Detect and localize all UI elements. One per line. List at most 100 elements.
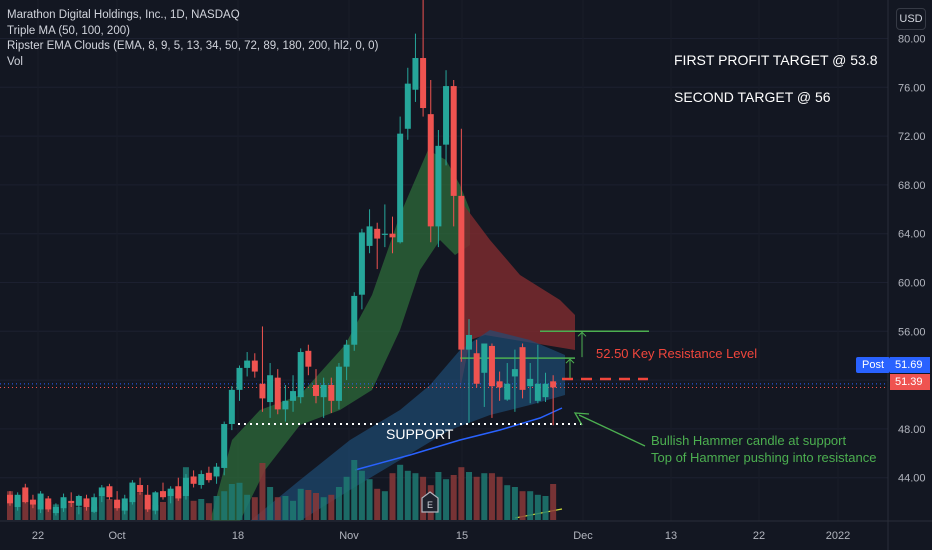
currency-button[interactable]: USD xyxy=(896,8,926,30)
candle-body xyxy=(114,499,121,509)
price-axis[interactable]: 44.0048.0052.0056.0060.0064.0068.0072.00… xyxy=(887,0,926,550)
y-tick-label: 60.00 xyxy=(898,278,926,290)
ma-line xyxy=(354,407,563,471)
volume-bar xyxy=(106,499,113,520)
candle-body xyxy=(129,482,136,503)
candle-body xyxy=(68,500,75,504)
volume-bar xyxy=(267,487,274,520)
candle-body xyxy=(45,498,52,510)
indicator-ema-clouds[interactable]: Ripster EMA Clouds (EMA, 8, 9, 5, 13, 34… xyxy=(7,40,379,52)
resistance-note: 52.50 Key Resistance Level xyxy=(596,346,758,361)
candle-body xyxy=(458,195,465,350)
volume-bar xyxy=(198,499,205,520)
volume-bar xyxy=(481,473,488,520)
volume-bar xyxy=(458,467,465,520)
candle-body xyxy=(481,343,488,373)
candle-body xyxy=(52,506,59,514)
candle-body xyxy=(366,226,373,246)
candle-body xyxy=(198,474,205,486)
volume-bar xyxy=(313,493,319,520)
volume-bar xyxy=(167,491,174,520)
candle-body xyxy=(37,493,44,510)
hammer-note-line2: Top of Hammer pushing into resistance xyxy=(651,450,877,465)
y-tick-label: 48.00 xyxy=(898,424,926,436)
volume-bar xyxy=(542,496,549,520)
candle-body xyxy=(152,492,159,511)
time-axis[interactable]: 22 Oct 18 Nov 15 Dec 13 22 2022 xyxy=(0,520,932,542)
volume-bar xyxy=(175,493,182,520)
post-price-tag: 51.69 xyxy=(890,357,930,373)
candle-body xyxy=(412,58,419,90)
volume-bar xyxy=(412,473,419,520)
volume-bar xyxy=(488,473,495,520)
candle-body xyxy=(473,353,480,384)
candle-body xyxy=(320,384,327,398)
candle-body xyxy=(335,366,342,401)
candle-body xyxy=(175,486,182,499)
candle-body xyxy=(313,384,319,396)
volume-bar xyxy=(68,503,75,520)
candle-body xyxy=(251,360,258,372)
volume-bar xyxy=(305,490,312,520)
volume-bar xyxy=(137,493,144,520)
hammer-arrow xyxy=(578,414,646,447)
candle-body xyxy=(144,494,151,510)
volume-bar xyxy=(358,470,365,520)
x-tick-label: 22 xyxy=(32,530,44,542)
volume-bar xyxy=(550,484,557,520)
y-tick-label: 56.00 xyxy=(898,326,926,338)
candle-body xyxy=(221,424,228,468)
x-tick-label: Nov xyxy=(339,530,359,542)
candle-body xyxy=(389,233,396,238)
svg-text:E: E xyxy=(427,500,433,510)
candle-body xyxy=(381,233,388,235)
volume-bar xyxy=(473,476,480,520)
candle-body xyxy=(7,494,13,504)
post-label: Post xyxy=(856,357,890,373)
volume-bar xyxy=(221,491,228,520)
volume-bar xyxy=(450,475,457,520)
y-tick-label: 44.00 xyxy=(898,473,926,485)
hammer-arrowhead xyxy=(573,412,590,426)
candle-body xyxy=(358,232,365,295)
green-cloud xyxy=(210,150,470,521)
candle-body xyxy=(443,86,450,145)
candle-body xyxy=(282,400,289,410)
candle-body xyxy=(60,497,67,509)
volume-bar xyxy=(404,470,411,520)
volume-bar xyxy=(335,487,342,520)
first-target-note: FIRST PROFIT TARGET @ 53.8 xyxy=(674,52,878,68)
volume-bar xyxy=(190,500,197,520)
legend: Marathon Digital Holdings, Inc., 1D, NAS… xyxy=(7,8,378,70)
indicator-triple-ma[interactable]: Triple MA (50, 100, 200) xyxy=(7,24,130,37)
candle-body xyxy=(137,485,144,493)
candle-body xyxy=(228,389,235,425)
volume-bar xyxy=(343,476,350,520)
candle-body xyxy=(542,383,549,398)
candle-body xyxy=(213,466,220,477)
candle-body xyxy=(14,494,21,507)
candle-body xyxy=(435,145,442,227)
volume-bar xyxy=(320,497,327,520)
candle-body xyxy=(267,375,274,403)
x-tick-label: 22 xyxy=(753,530,765,542)
y-tick-label: 76.00 xyxy=(898,82,926,94)
volume-bar xyxy=(29,503,36,520)
volume-bar xyxy=(519,491,526,520)
symbol-title[interactable]: Marathon Digital Holdings, Inc., 1D, NAS… xyxy=(7,9,240,21)
candle-body xyxy=(466,334,472,350)
candle-body xyxy=(244,360,251,368)
indicator-volume[interactable]: Vol xyxy=(7,55,23,68)
volume-bar xyxy=(381,491,388,520)
x-tick-label: Dec xyxy=(573,530,593,542)
candle-body xyxy=(83,498,90,507)
candle-body xyxy=(527,378,534,387)
volume-bar xyxy=(114,502,121,520)
earnings-icon[interactable]: E xyxy=(421,491,439,513)
candle-body xyxy=(106,486,113,498)
candle-body xyxy=(397,133,404,243)
candle-body xyxy=(420,58,427,109)
x-tick-label: 15 xyxy=(456,530,468,542)
volume-bar xyxy=(290,500,297,520)
